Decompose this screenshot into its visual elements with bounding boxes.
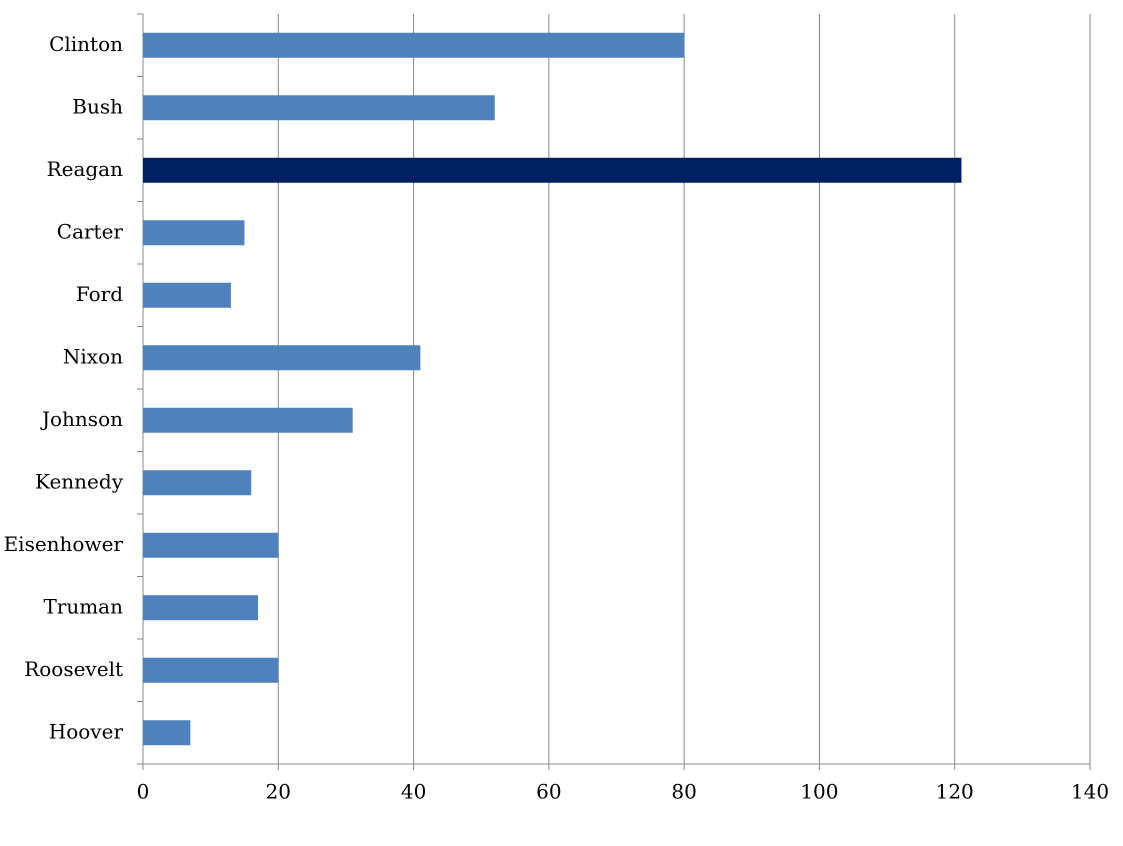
y-tick-label: Kennedy — [35, 469, 124, 493]
x-tick-label: 120 — [936, 780, 974, 804]
bar — [143, 532, 279, 558]
y-tick-label: Roosevelt — [24, 657, 123, 681]
x-tick-label: 20 — [266, 780, 291, 804]
y-tick-label: Johnson — [40, 407, 123, 431]
bar — [143, 407, 353, 433]
bar — [143, 345, 421, 371]
bar — [143, 595, 258, 621]
bar — [143, 95, 495, 121]
y-tick-label: Nixon — [63, 344, 123, 368]
bar — [143, 720, 191, 746]
bar — [143, 220, 245, 246]
y-tick-label: Hoover — [49, 719, 124, 743]
y-tick-label: Ford — [76, 282, 123, 306]
bar — [143, 157, 962, 183]
bar — [143, 32, 685, 58]
x-tick-label: 40 — [401, 780, 426, 804]
bar — [143, 282, 231, 308]
y-tick-label: Eisenhower — [4, 532, 124, 556]
x-tick-label: 100 — [800, 780, 838, 804]
y-tick-label: Reagan — [47, 157, 124, 181]
bar — [143, 470, 252, 496]
y-tick-label: Bush — [72, 94, 123, 118]
y-tick-label: Clinton — [49, 32, 123, 56]
x-tick-label: 60 — [536, 780, 561, 804]
y-tick-label: Truman — [43, 594, 123, 618]
x-tick-label: 140 — [1071, 780, 1109, 804]
x-tick-label: 80 — [671, 780, 696, 804]
x-tick-label: 0 — [137, 780, 150, 804]
bar — [143, 657, 279, 683]
y-tick-label: Carter — [57, 219, 124, 243]
